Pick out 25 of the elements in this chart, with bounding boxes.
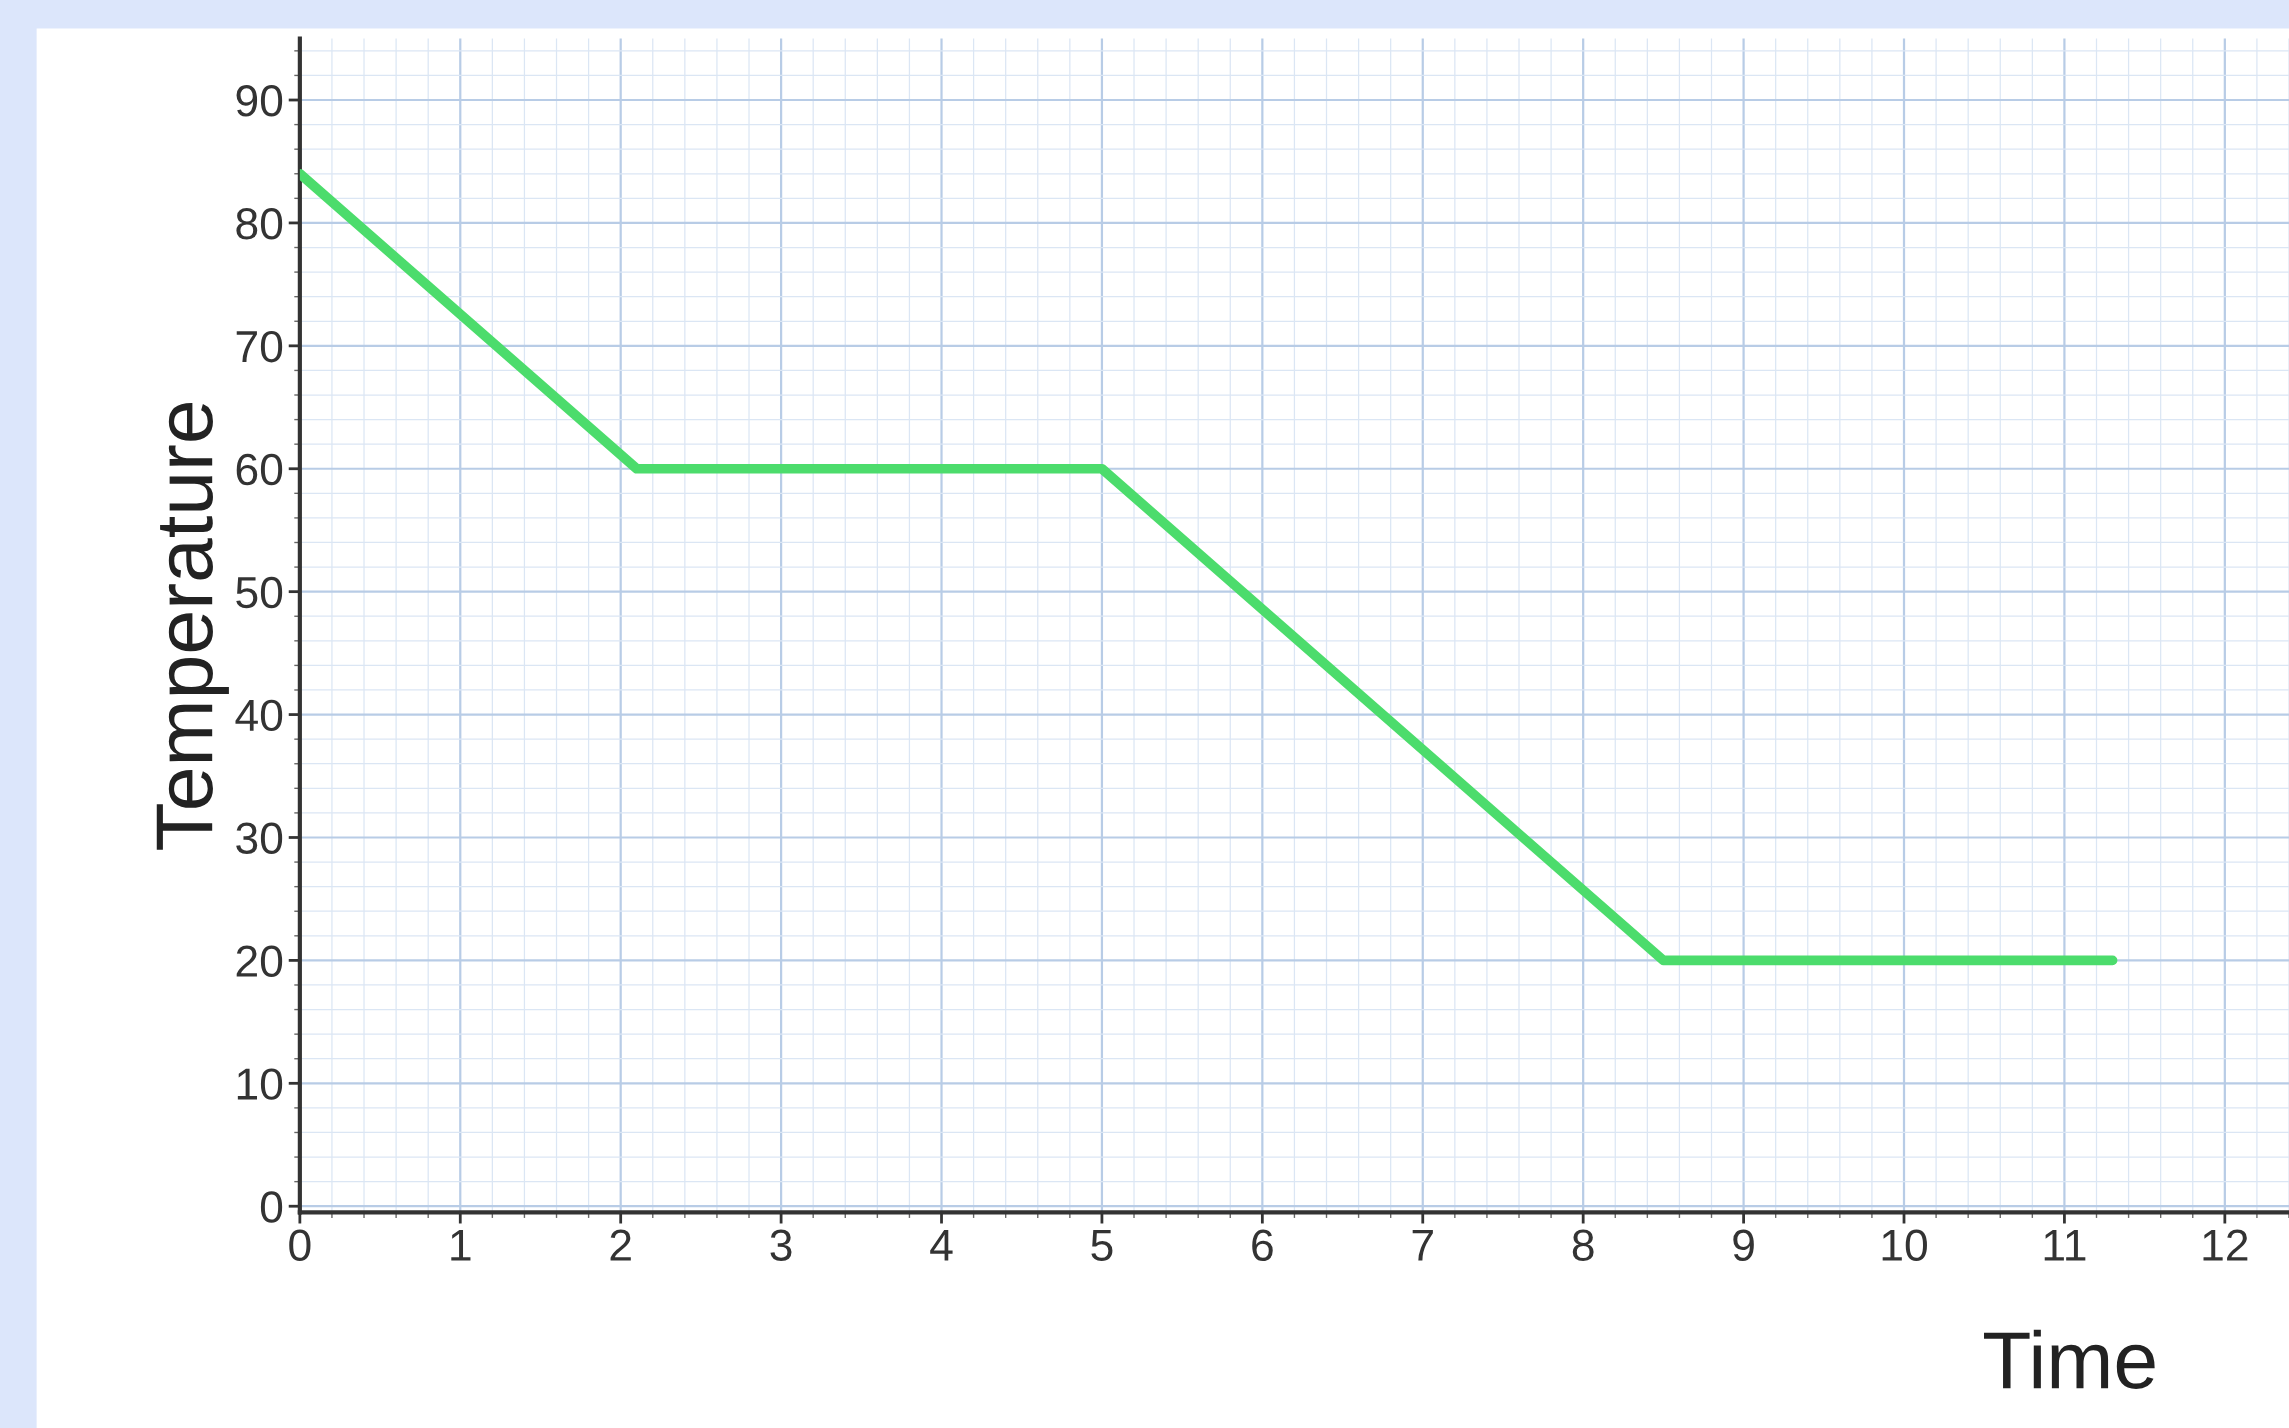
y-tick-label: 40	[235, 699, 283, 732]
x-tick-label: 5	[1091, 1229, 1113, 1261]
x-tick-label: 12	[2203, 1229, 2248, 1261]
y-axis-title: Temperature	[156, 402, 229, 850]
y-tick-label: 20	[236, 945, 283, 977]
x-tick-label: 9	[1733, 1229, 1754, 1261]
x-tick-label: 0	[289, 1229, 311, 1261]
x-tick-label: 3	[770, 1229, 792, 1261]
y-tick-label: 80	[236, 207, 283, 240]
x-tick-label: 2	[610, 1229, 631, 1261]
x-tick-label: 8	[1572, 1229, 1594, 1261]
x-tick-label: 6	[1252, 1229, 1273, 1261]
y-tick-label: 0	[260, 1191, 283, 1223]
y-tick-label: 70	[236, 330, 283, 363]
x-tick-label: 4	[930, 1229, 953, 1261]
y-tick-label: 10	[237, 1068, 283, 1100]
x-tick-label: 11	[2044, 1229, 2086, 1261]
y-tick-label: 60	[236, 453, 283, 486]
y-tick-label: 90	[236, 85, 283, 117]
x-axis-title: Time	[1984, 1329, 2155, 1389]
y-tick-label: 30	[236, 822, 283, 855]
x-tick-label: 10	[1882, 1229, 1927, 1261]
x-tick-label: 1	[451, 1229, 471, 1261]
x-tick-label: 7	[1412, 1229, 1433, 1261]
y-tick-label: 50	[236, 576, 283, 609]
